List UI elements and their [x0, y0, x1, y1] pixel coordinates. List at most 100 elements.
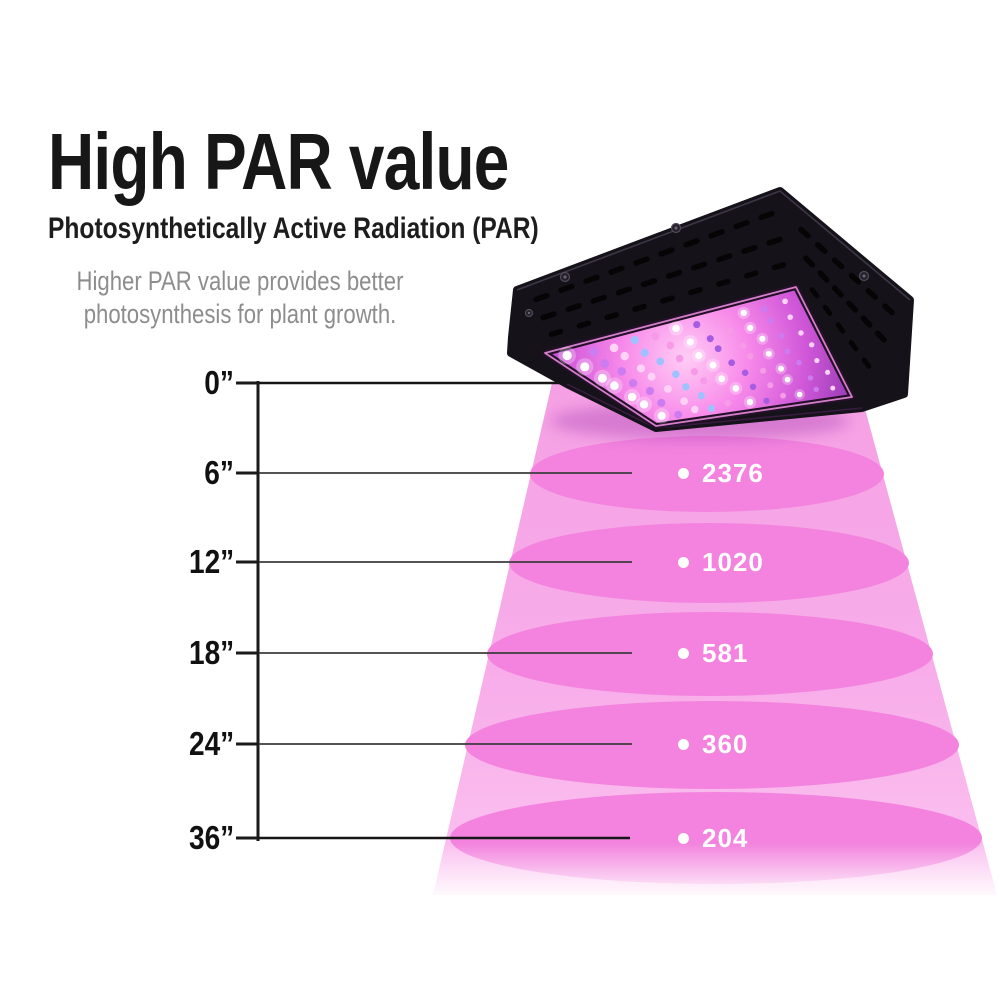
led-dot — [813, 386, 819, 392]
vent-slot — [831, 285, 844, 298]
led-dot — [666, 341, 675, 350]
light-pool-24in — [465, 701, 959, 789]
vent-slot — [743, 270, 759, 279]
axis-label-0in: 0” — [204, 364, 234, 401]
vent-slot — [860, 315, 873, 328]
vent-slot — [848, 272, 862, 285]
screw-icon — [527, 311, 531, 315]
led-dot — [784, 348, 791, 355]
led-dot — [796, 359, 802, 366]
led-dot — [640, 348, 649, 357]
vent-slot — [608, 265, 625, 275]
vent-slot — [865, 288, 879, 300]
screw-icon — [674, 226, 678, 230]
led-dots — [558, 298, 836, 424]
par-reading-36in: 204 — [678, 822, 748, 854]
led-dot — [700, 377, 708, 385]
led-dot — [630, 335, 639, 345]
led-dot — [728, 359, 736, 367]
led-dot — [562, 350, 572, 361]
par-value-18in: 581 — [702, 638, 749, 668]
vent-slot — [660, 295, 675, 304]
led-dot — [709, 361, 717, 369]
axis-label-18in: 18” — [188, 634, 234, 671]
led-dot — [627, 392, 637, 402]
description-line-1: Higher PAR value provides better — [76, 266, 404, 296]
light-pool-12in — [509, 523, 909, 603]
led-dot — [798, 330, 804, 336]
vent-slot — [540, 311, 557, 321]
par-value-36in: 204 — [702, 823, 749, 853]
led-dot — [759, 367, 767, 374]
led-dot — [675, 354, 684, 363]
vent-slot — [615, 286, 633, 296]
vent-slot — [846, 300, 859, 313]
led-dot — [784, 376, 791, 383]
led-dot — [628, 378, 638, 388]
vent-slot — [733, 219, 750, 230]
vent-slot — [835, 322, 846, 334]
vent-slot — [558, 283, 575, 294]
led-dot — [580, 362, 590, 372]
vent-slot — [814, 242, 828, 254]
screw-icon — [862, 274, 866, 278]
vent-slot — [665, 269, 683, 279]
axis-label-12in: 12” — [188, 543, 234, 580]
cone-bottom-fade — [390, 843, 1000, 905]
screw-icon — [563, 275, 567, 279]
led-dot — [639, 400, 649, 409]
led-dot — [657, 411, 666, 420]
led-dot — [726, 327, 734, 335]
vent-slot — [590, 294, 607, 304]
par-value-24in: 360 — [702, 729, 749, 759]
led-dot — [740, 309, 747, 317]
led-dot — [609, 343, 619, 353]
axis-label-24in: 24” — [188, 725, 234, 762]
led-dot — [778, 332, 785, 339]
led-dot — [739, 342, 747, 349]
vent-slot — [874, 330, 887, 343]
vent-slot — [771, 262, 787, 271]
led-dot — [695, 352, 703, 360]
light-pool-6in — [530, 436, 884, 512]
led-dot — [714, 345, 722, 353]
led-dot — [749, 383, 757, 390]
led-dot — [674, 410, 683, 419]
vent-slot — [688, 287, 703, 296]
led-dot — [686, 338, 694, 346]
led-dot — [597, 373, 607, 383]
vent-slot — [803, 255, 816, 268]
led-panel-rim-glow — [544, 286, 853, 427]
vent-slot — [633, 256, 650, 266]
light-pool-18in — [487, 612, 933, 696]
page-title: High PAR value — [48, 117, 509, 206]
led-dot — [657, 398, 666, 407]
par-reading-24in: 360 — [678, 728, 748, 760]
led-dot — [763, 397, 770, 404]
led-dot — [782, 298, 788, 305]
led-dot — [645, 386, 655, 396]
vent-slot — [533, 292, 550, 303]
led-dot — [767, 382, 774, 389]
vent-slot — [831, 257, 845, 270]
lamp-vents-left — [533, 210, 787, 337]
led-dot — [715, 390, 723, 398]
led-dot — [691, 405, 699, 414]
lamp-top-edge-highlight — [516, 190, 911, 301]
led-dot — [610, 381, 619, 391]
led-dot — [746, 398, 754, 406]
vent-slot — [882, 303, 895, 316]
led-dot — [765, 350, 772, 357]
vent-slot — [817, 270, 830, 283]
led-dot — [620, 351, 629, 361]
description-line-2: photosynthesis for plant growth. — [83, 299, 397, 329]
led-dot — [656, 357, 665, 366]
led-dot — [600, 359, 610, 368]
led-dot — [651, 332, 660, 341]
axis-label-6in: 6” — [204, 454, 234, 491]
bullet-dot-icon — [678, 467, 689, 479]
vent-slot — [861, 357, 872, 369]
led-dot — [809, 342, 815, 348]
